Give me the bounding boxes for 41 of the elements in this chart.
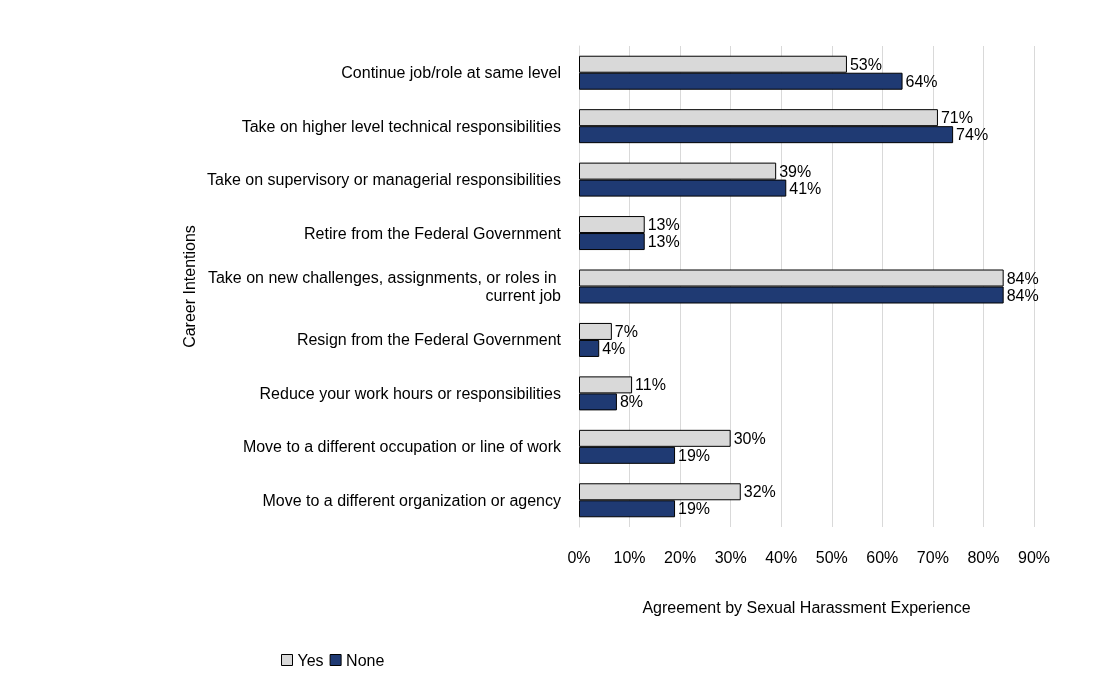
x-tick-label: 80% <box>967 548 1000 566</box>
data-label: 32% <box>743 483 776 501</box>
x-tick-label: 0% <box>567 548 591 566</box>
data-label: 13% <box>647 216 680 234</box>
data-label: 19% <box>678 500 711 518</box>
y-tick-label: Take on supervisory or managerial responsibilities <box>207 171 561 189</box>
data-label: 30% <box>733 429 766 447</box>
data-label: 84% <box>1006 286 1039 304</box>
data-label: 7% <box>614 322 638 340</box>
data-label: 84% <box>1006 269 1039 287</box>
x-tick-label: 70% <box>916 548 949 566</box>
y-tick-label: Resign from the Federal Government <box>296 331 562 349</box>
data-label: 74% <box>956 126 989 144</box>
y-tick-label: Move to a different occupation or line of work <box>242 438 562 456</box>
data-label: 71% <box>940 109 973 127</box>
x-tick-label: 90% <box>1017 548 1051 566</box>
data-label: 8% <box>619 393 644 411</box>
x-tick-label: 10% <box>613 548 646 566</box>
x-tick-label: 40% <box>765 548 798 566</box>
y-tick-label: Take on higher level technical responsibilities <box>241 117 561 135</box>
legend-label: None <box>346 651 385 669</box>
legend-label: Yes <box>297 651 324 669</box>
x-tick-label: 20% <box>664 548 697 566</box>
data-label: 39% <box>779 162 812 180</box>
x-tick-label: 50% <box>815 548 848 566</box>
data-label: 64% <box>905 72 938 90</box>
data-label: 41% <box>789 179 822 197</box>
x-tick-label: 30% <box>714 548 747 566</box>
y-tick-label: Continue job/role at same level <box>341 64 561 82</box>
y-tick-label: Take on new challenges, assignments, or roles in current job <box>207 269 562 304</box>
y-tick-label: Retire from the Federal Government <box>304 224 562 242</box>
data-label: 19% <box>678 446 711 464</box>
y-axis-title: Career Intentions <box>180 225 198 348</box>
y-tick-label: Reduce your work hours or responsibilities <box>259 384 561 402</box>
x-tick-label: 60% <box>866 548 899 566</box>
data-label: 4% <box>602 339 626 357</box>
data-label: 11% <box>635 376 666 394</box>
y-tick-label: Move to a different organization or agency <box>262 491 561 509</box>
data-label: 13% <box>647 233 680 251</box>
x-axis-title: Agreement by Sexual Harassment Experience <box>642 598 971 616</box>
data-label: 53% <box>849 55 882 73</box>
